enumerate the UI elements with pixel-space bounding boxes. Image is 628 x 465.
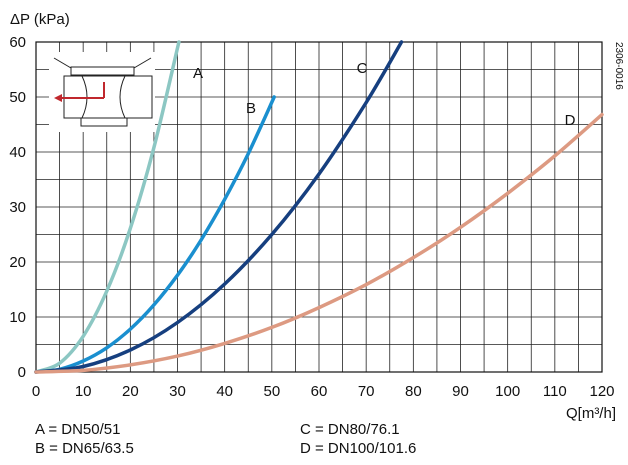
legend-b: B = DN65/63.5: [35, 440, 134, 457]
x-tick-label: 120: [589, 383, 614, 400]
x-tick-label: 10: [75, 383, 92, 400]
curve-label-b: B: [246, 100, 256, 117]
y-tick-label: 40: [9, 144, 26, 161]
labels: ΔP (kPa) Q[m³/h] 2306-0016 A B C D: [10, 11, 624, 422]
legend-c: C = DN80/76.1: [300, 421, 400, 438]
y-tick-label: 20: [9, 254, 26, 271]
inset-top-cap: [70, 66, 135, 76]
x-tick-label: 20: [122, 383, 139, 400]
x-tick-label: 110: [543, 383, 567, 400]
series-line-d: [34, 112, 604, 374]
series-line-c: [34, 40, 404, 374]
y-tick-label: 50: [9, 89, 26, 106]
y-tick-label: 60: [9, 34, 26, 51]
grid: [35, 41, 603, 373]
x-tick-label: 70: [358, 383, 375, 400]
x-axis-title: Q[m³/h]: [566, 405, 616, 422]
valve-diagram-inset: [49, 52, 155, 132]
inset-right-diagonal: [133, 57, 152, 69]
curve-label-c: C: [357, 60, 368, 77]
inset-bottom-flange: [80, 117, 128, 127]
x-tick-label: 0: [32, 383, 40, 400]
y-tick-label: 10: [9, 309, 26, 326]
legend-col-1: A = DN50/51 B = DN65/63.5: [35, 420, 134, 458]
x-tick-label: 60: [311, 383, 328, 400]
x-tick-label: 90: [452, 383, 469, 400]
x-tick-label: 100: [495, 383, 520, 400]
curve-label-d: D: [565, 112, 576, 129]
x-tick-label: 30: [169, 383, 186, 400]
inset-seat-right: [119, 75, 126, 119]
x-tick-label: 50: [263, 383, 280, 400]
inset-left-diagonal: [53, 57, 72, 69]
curve-label-a: A: [193, 65, 203, 82]
y-axis-title: ΔP (kPa): [10, 11, 70, 28]
y-tick-label: 0: [18, 364, 26, 381]
x-tick-label: 80: [405, 383, 422, 400]
x-tick-label: 40: [216, 383, 233, 400]
series-line-a: [34, 40, 181, 374]
series-line-b: [34, 95, 276, 374]
curves: [34, 40, 604, 374]
inset-flow-arrowhead: [54, 94, 62, 102]
plot-frame: [35, 41, 603, 373]
legend-a: A = DN50/51: [35, 421, 121, 438]
figure-code: 2306-0016: [613, 42, 624, 90]
legend-col-2: C = DN80/76.1 D = DN100/101.6: [300, 420, 416, 458]
legend-d: D = DN100/101.6: [300, 440, 417, 457]
y-tick-label: 30: [9, 199, 26, 216]
